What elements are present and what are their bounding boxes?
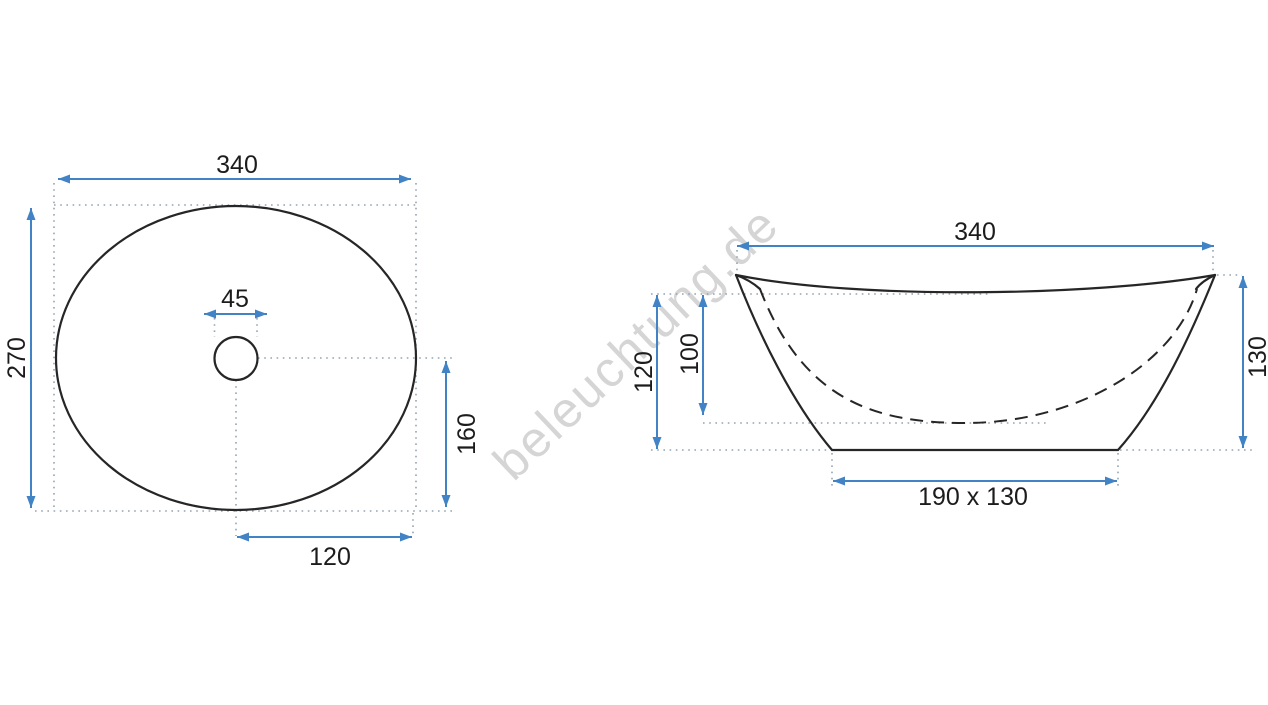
drain-hole-circle (213, 335, 259, 382)
top-view: 340 270 45 160 120 (3, 151, 481, 571)
dim-label-side-height-right: 130 (1244, 336, 1268, 378)
dim-label-side-inner-depth: 100 (676, 333, 704, 375)
side-view-extension-lines (651, 250, 1256, 486)
dim-label-top-depth: 270 (3, 337, 31, 379)
dim-center-to-right: 120 (237, 532, 412, 571)
dim-side-base: 190 x 130 (833, 476, 1117, 511)
dim-label-side-height-total: 120 (630, 351, 658, 393)
dim-label-top-width: 340 (216, 151, 258, 179)
dim-side-height-right: 130 (1238, 276, 1268, 448)
dim-label-center-to-bottom: 160 (453, 413, 481, 455)
dim-top-depth: 270 (3, 208, 36, 508)
dim-drain-diameter: 45 (204, 285, 267, 319)
dim-label-center-to-right: 120 (309, 543, 351, 571)
dim-side-height-total: 120 (630, 295, 662, 449)
inner-basin-dashed-curve (759, 288, 1198, 425)
dim-label-side-width: 340 (954, 218, 996, 246)
dim-top-width: 340 (58, 151, 411, 184)
basin-profile-outline (734, 273, 1217, 452)
dim-center-to-bottom: 160 (441, 361, 481, 507)
dim-label-drain: 45 (221, 285, 249, 313)
side-view: 340 120 100 130 190 x 130 (630, 218, 1268, 511)
dim-side-inner-depth: 100 (676, 295, 708, 415)
dim-side-width: 340 (737, 218, 1214, 251)
dim-label-side-base: 190 x 130 (918, 483, 1028, 511)
basin-rim-ellipse (54, 204, 418, 512)
